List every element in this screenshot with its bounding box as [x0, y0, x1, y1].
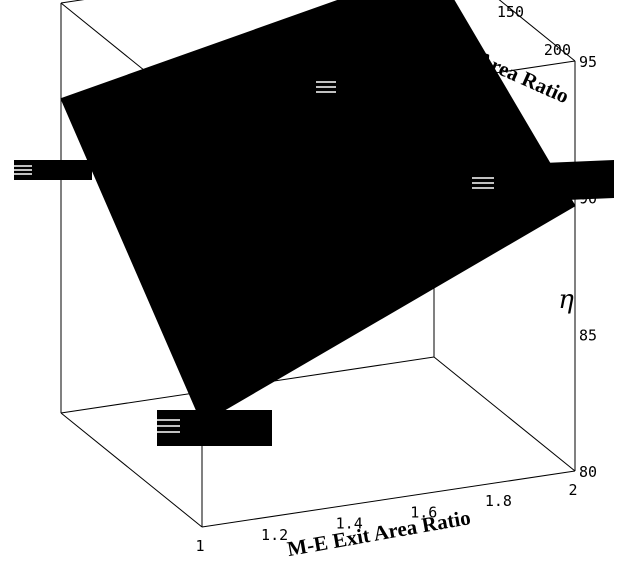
x-tick-label: 1.8 [485, 492, 512, 510]
corner-label-back-right [316, 74, 392, 100]
y-tick-label: 150 [497, 3, 524, 21]
z-axis-title: η [558, 285, 574, 315]
x-tick-label: 1 [195, 537, 204, 555]
y-tick-labels: 50100150200 [497, 3, 571, 59]
z-tick-label: 95 [579, 53, 597, 71]
y-tick-label: 200 [544, 41, 571, 59]
corner-label-front [157, 410, 272, 446]
x-tick-label: 1.4 [336, 515, 363, 533]
z-tick-label: 90 [579, 190, 597, 208]
corner-label-right [472, 160, 614, 204]
surface-patch [60, 0, 576, 424]
z-tick-labels: 80 85 90 95 [579, 53, 597, 481]
box-edge [433, 356, 576, 472]
x-tick-label: 1.6 [410, 503, 437, 521]
box-edge [201, 470, 576, 528]
x-tick-label: 1.2 [261, 526, 288, 544]
box-edge [60, 412, 203, 528]
z-tick-label: 85 [579, 326, 597, 344]
x-tick-labels: 1 1.2 1.4 1.6 1.8 2 [195, 481, 577, 555]
box-edge [498, 0, 576, 62]
corner-label-back-left [14, 160, 92, 180]
z-tick-label: 80 [579, 463, 597, 481]
x-tick-label: 2 [568, 481, 577, 499]
x-axis-title: M-E Exit Area Ratio [285, 505, 472, 561]
